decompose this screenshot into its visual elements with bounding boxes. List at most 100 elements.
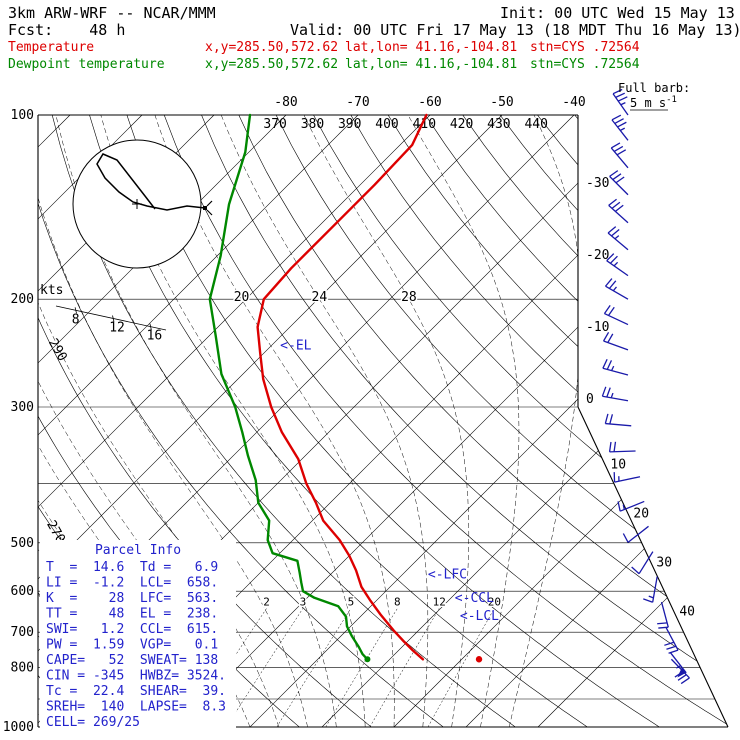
dewpoint-curve	[208, 113, 369, 661]
pressure-tick-label: 600	[11, 584, 34, 599]
wind-barb	[604, 413, 632, 427]
barb-legend-title: Full barb:	[618, 81, 690, 95]
mixing-ratio-label: 2	[263, 595, 270, 608]
init-time: Init: 00 UTC Wed 15 May 13	[500, 4, 735, 22]
dry-adiabat	[238, 115, 728, 727]
dry-adiabat	[462, 115, 728, 727]
mixing-ratio-line	[226, 608, 304, 727]
parcel-row: CAPE= 52 SWEAT= 138	[46, 653, 218, 668]
hodograph-trace	[96, 153, 206, 211]
isotherm-label-right: -10	[586, 320, 609, 335]
parcel-row: SREH= 140 LAPSE= 8.3	[46, 700, 226, 715]
hodograph-scale-tick-label: 8	[72, 312, 80, 327]
dewpoint-latlon: lat,lon= 41.16,-104.81	[345, 57, 518, 72]
temperature-legend-label: Temperature	[8, 40, 95, 55]
storm-motion-marker	[203, 206, 207, 210]
mixing-ratio-line	[427, 608, 495, 727]
dry-adiabat	[163, 115, 728, 727]
hodograph: kts 8 12 16	[40, 139, 213, 344]
hodograph-scale-tick-label: 16	[147, 329, 163, 344]
level-marker: <-CCL	[455, 591, 494, 606]
dry-adiabat-label-top: 400	[375, 117, 398, 132]
pressure-tick-label: 300	[11, 400, 34, 415]
wind-barb	[603, 305, 629, 326]
moist-adiabat	[100, 115, 366, 727]
temperature-latlon: lat,lon= 41.16,-104.81	[345, 40, 518, 55]
wind-barb	[608, 198, 629, 224]
isotherm-label-top: -40	[562, 95, 585, 110]
parcel-info-panel: Parcel Info T = 14.6 Td = 6.9LI = -1.2 LC…	[40, 540, 236, 730]
wind-barb	[608, 441, 636, 453]
wind-barb	[603, 332, 629, 351]
wind-barb	[610, 142, 629, 169]
dry-adiabat	[38, 115, 444, 727]
pressure-tick-label: 500	[11, 536, 34, 551]
wind-barb	[604, 278, 629, 300]
isotherm-label-right: 20	[633, 507, 649, 522]
moist-adiabat	[407, 115, 520, 727]
parcel-row: K = 28 LFC= 563.	[46, 591, 218, 606]
isotherm-label-right: 0	[586, 392, 594, 407]
wind-barb	[631, 551, 654, 575]
pressure-tick-label: 100	[11, 108, 34, 123]
wind-barb	[670, 658, 690, 685]
isotherm-label-top: -60	[418, 95, 441, 110]
moist-adiabat	[303, 115, 470, 727]
wind-barb	[613, 472, 641, 483]
moist-adiabat	[220, 115, 429, 727]
hodograph-scale-line	[55, 305, 167, 331]
parcel-row: LI = -1.2 LCL= 658.	[46, 576, 218, 591]
dry-adiabat	[574, 115, 728, 727]
dry-adiabat-label-top: 430	[487, 117, 510, 132]
moist-adiabat	[508, 115, 582, 727]
dry-adiabat-label-top: 440	[524, 117, 547, 132]
level-marker: <-EL	[280, 338, 311, 353]
pressure-tick-label: 200	[11, 292, 34, 307]
parcel-row: TT = 48 EL = 238.	[46, 607, 218, 622]
wind-barbs	[601, 88, 690, 685]
mixing-ratio-label: 8	[394, 595, 401, 608]
mixing-ratio-line	[325, 608, 398, 727]
dry-adiabat	[611, 115, 728, 727]
wind-barb	[602, 358, 629, 376]
moist-adiabat-label: 20	[234, 290, 250, 305]
isotherm-label-right: 40	[679, 605, 695, 620]
wind-barb	[612, 88, 629, 116]
dry-adiabat-label-top: 410	[413, 117, 436, 132]
isotherm-label-right: -20	[586, 248, 609, 263]
isotherm-label-right: 30	[656, 556, 672, 571]
isotherm-label-right: 10	[610, 458, 626, 473]
mixing-ratio-label: 20	[488, 595, 501, 608]
dry-adiabat	[350, 115, 728, 727]
dry-adiabat-label-top: 390	[338, 117, 361, 132]
dewpoint-station: stn=CYS .72564	[530, 57, 640, 72]
temperature-xy: x,y=285.50,572.62	[205, 40, 339, 55]
level-markers: <-EL <-LFC <-CCL <-LCL	[280, 338, 499, 623]
dewpoint-legend-label: Dewpoint temperature	[8, 57, 165, 72]
barb-legend-value: 5 m s-1	[630, 95, 677, 110]
dry-adiabat-label-top: 420	[450, 117, 473, 132]
dry-adiabat	[313, 115, 728, 727]
wind-barb	[609, 170, 629, 196]
mixing-ratio-line	[369, 608, 440, 727]
isotherm-label-top: -70	[346, 95, 369, 110]
moist-adiabat	[55, 115, 337, 727]
mixing-ratio-label: 3	[300, 595, 307, 608]
surface-dewpoint-dot	[364, 656, 371, 663]
parcel-info-title: Parcel Info	[95, 543, 181, 558]
parcel-info-background	[40, 540, 236, 730]
parcel-row: PW = 1.59 VGP= 0.1	[46, 638, 218, 653]
pressure-tick-label: 1000	[3, 720, 34, 735]
pressure-tick-label: 800	[11, 661, 34, 676]
wind-barb	[617, 500, 645, 512]
parcel-row: T = 14.6 Td = 6.9	[46, 560, 218, 575]
temperature-curve	[256, 113, 428, 661]
moist-adiabat	[38, 115, 308, 727]
dry-adiabat-label-top: 380	[301, 117, 324, 132]
parcel-row: SWI= 1.2 CCL= 615.	[46, 622, 218, 637]
valid-time: Valid: 00 UTC Fri 17 May 13 (18 MDT Thu …	[290, 21, 740, 39]
dry-adiabat	[425, 115, 728, 727]
dry-adiabat	[89, 115, 588, 727]
